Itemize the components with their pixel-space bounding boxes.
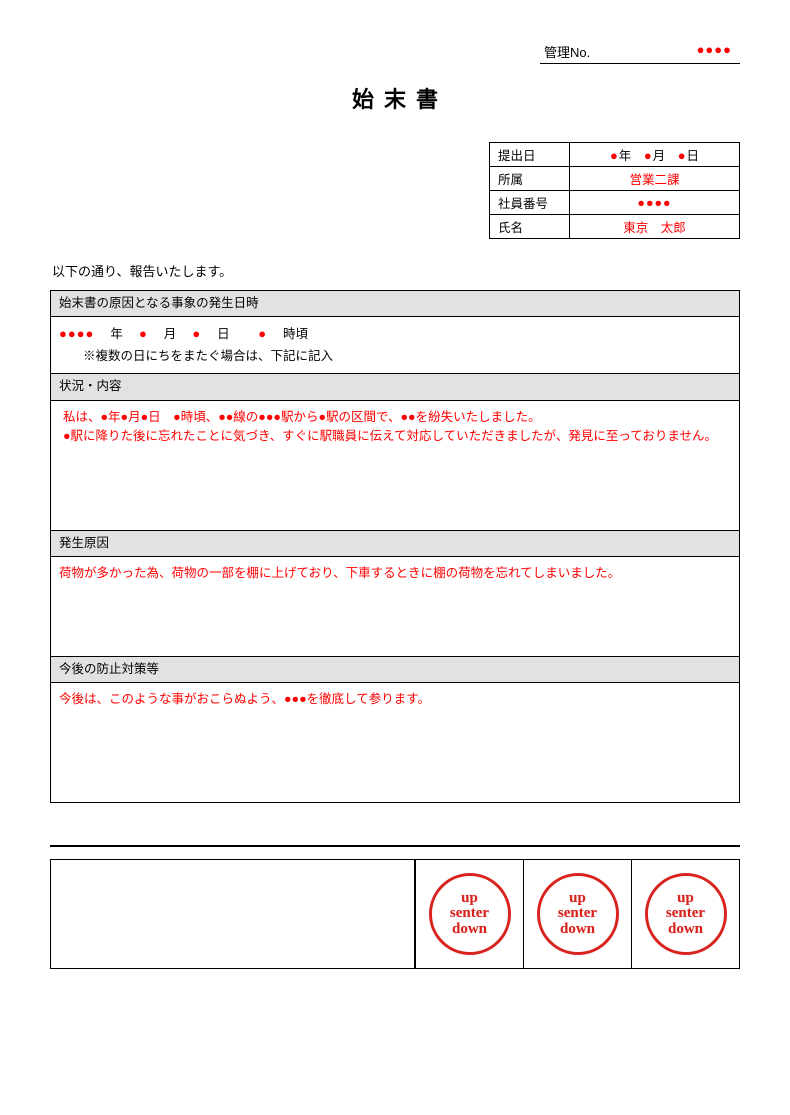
incident-day-lbl: 日 [217,327,230,341]
stamp-line2: senter [666,906,705,922]
section1-header: 始末書の原因となる事象の発生日時 [51,291,740,317]
section3-header: 発生原因 [51,530,740,556]
info-block: 提出日 ●年 ●月 ●日 所属 営業二課 社員番号 ●●●● 氏名 東京 太郎 [50,142,740,239]
stamp-cell-3: up senter down [631,860,739,968]
situation-line1: 私は、●年●月●日 ●時頃、●●線の●●●駅から●駅の区間で、●●を紛失いたしま… [63,408,727,427]
situation-line2: ●駅に降りた後に忘れたことに気づき、すぐに駅職員に伝えて対応していただきましたが… [63,427,727,446]
info-row-dept: 所属 営業二課 [490,167,740,191]
document-title: 始末書 [50,82,740,114]
section3-body: 荷物が多かった為、荷物の一部を棚に上げており、下車するときに棚の荷物を忘れてしま… [51,556,740,656]
stamp-icon: up senter down [429,873,511,955]
section2-body: 私は、●年●月●日 ●時頃、●●線の●●●駅から●駅の区間で、●●を紛失いたしま… [51,400,740,530]
info-empno-label: 社員番号 [490,191,570,215]
stamp-line1: up [677,891,694,907]
info-name-value: 東京 太郎 [570,215,740,239]
stamp-line1: up [461,891,478,907]
info-empno-value: ●●●● [570,191,740,215]
incident-month-lbl: 月 [164,327,177,341]
stamp-line1: up [569,891,586,907]
stamp-icon: up senter down [645,873,727,955]
info-date-value: ●年 ●月 ●日 [570,143,740,167]
info-name-label: 氏名 [490,215,570,239]
stamp-line2: senter [450,906,489,922]
intro-text: 以下の通り、報告いたします。 [52,261,740,280]
incident-hour-lbl: 時頃 [283,327,308,341]
incident-date-line: ●●●● 年 ● 月 ● 日 ● 時頃 [59,324,731,344]
incident-month-dot: ● [139,326,148,341]
incident-day-dot: ● [192,326,201,341]
stamp-icon: up senter down [537,873,619,955]
stamp-line3: down [560,922,595,938]
info-table: 提出日 ●年 ●月 ●日 所属 営業二課 社員番号 ●●●● 氏名 東京 太郎 [489,142,740,239]
stamp-line2: senter [558,906,597,922]
info-dept-label: 所属 [490,167,570,191]
divider-line [50,845,740,847]
stamp-cell-2: up senter down [523,860,631,968]
management-number-row: 管理No. ●●●● [50,40,740,64]
stamp-cell-1: up senter down [415,860,523,968]
prevention-text: 今後は、このような事がおこらぬよう、●●●を徹底して参ります。 [59,688,731,711]
management-number-cell: 管理No. ●●●● [540,40,740,64]
section2-header: 状況・内容 [51,374,740,400]
info-row-empno: 社員番号 ●●●● [490,191,740,215]
incident-year-lbl: 年 [110,327,123,341]
section4-header: 今後の防止対策等 [51,656,740,682]
info-dept-value: 営業二課 [570,167,740,191]
stamp-line3: down [452,922,487,938]
signature-left-area [51,860,415,968]
incident-date-note: ※複数の日にちをまたぐ場合は、下記に記入 [59,347,731,366]
incident-year-dots: ●●●● [59,326,94,341]
stamp-line3: down [668,922,703,938]
info-date-label: 提出日 [490,143,570,167]
info-row-name: 氏名 東京 太郎 [490,215,740,239]
management-number-value: ●●●● [697,42,732,61]
management-number-label: 管理No. [544,42,590,61]
main-table: 始末書の原因となる事象の発生日時 ●●●● 年 ● 月 ● 日 ● 時頃 ※複数… [50,290,740,803]
info-row-date: 提出日 ●年 ●月 ●日 [490,143,740,167]
section1-body: ●●●● 年 ● 月 ● 日 ● 時頃 ※複数の日にちをまたぐ場合は、下記に記入 [51,317,740,374]
signature-box: up senter down up senter down up senter … [50,859,740,969]
incident-hour-dot: ● [258,326,267,341]
cause-text: 荷物が多かった為、荷物の一部を棚に上げており、下車するときに棚の荷物を忘れてしま… [59,562,731,585]
section4-body: 今後は、このような事がおこらぬよう、●●●を徹底して参ります。 [51,683,740,803]
